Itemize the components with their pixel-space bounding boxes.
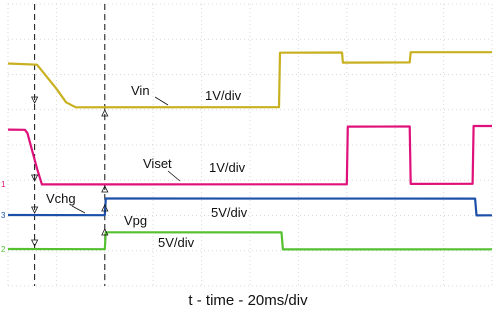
- label-leader-line: [71, 205, 86, 214]
- vchg-label: Vchg: [46, 191, 76, 206]
- time-cursors: [34, 4, 106, 286]
- cursor-arrow-icon: [30, 239, 39, 247]
- vpg-scale-label: 5V/div: [158, 235, 195, 250]
- trace-vin: [7, 51, 492, 109]
- cursor-arrow-icon: [101, 204, 109, 212]
- cursor-arrow-icon: [101, 185, 109, 193]
- trace-vpg: [7, 231, 493, 251]
- grid: [7, 3, 493, 287]
- channel-marker-viset: 1: [1, 180, 6, 189]
- x-axis-label: t - time - 20ms/div: [188, 292, 308, 309]
- trace-vchg: [7, 197, 493, 217]
- trace-viset: [7, 124, 492, 186]
- label-leader-line: [154, 96, 169, 106]
- traces: [7, 51, 493, 251]
- channel-markers: 1 3 2: [1, 96, 109, 254]
- label-leader-line: [167, 170, 181, 182]
- vin-scale-label: 1V/div: [205, 88, 242, 103]
- channel-marker-vchg: 3: [1, 211, 6, 220]
- cursor-arrow-icon: [30, 206, 39, 214]
- viset-scale-label: 1V/div: [209, 160, 246, 175]
- vchg-scale-label: 5V/div: [211, 205, 248, 220]
- cursor-arrow-icon: [30, 96, 39, 104]
- vin-label: Vin: [131, 83, 150, 98]
- viset-label: Viset: [143, 156, 172, 171]
- cursor-arrow-icon: [101, 109, 109, 117]
- cursor-arrow-icon: [101, 228, 109, 236]
- vpg-label: Vpg: [124, 213, 147, 228]
- cursor-arrow-icon: [30, 174, 39, 182]
- channel-marker-vpg: 2: [1, 245, 6, 254]
